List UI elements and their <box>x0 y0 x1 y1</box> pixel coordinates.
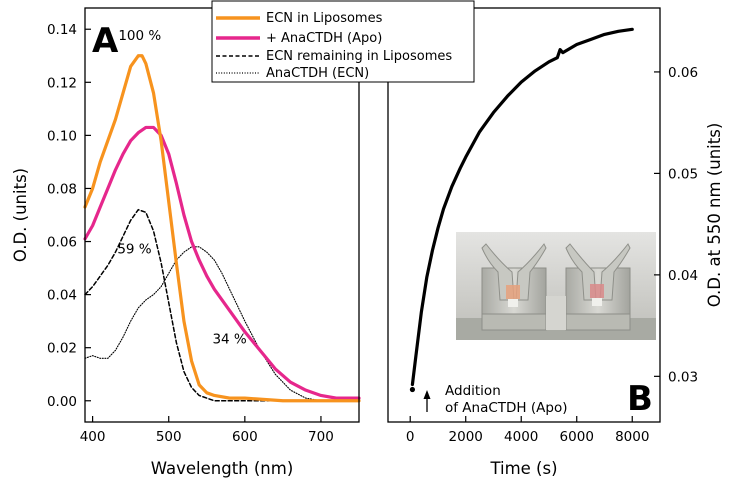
panel-a-x-tick-label: 600 <box>232 429 258 445</box>
panel-a-y-tick-label: 0.06 <box>47 235 77 251</box>
panel-a-y-axis-title: O.D. (units) <box>11 168 30 262</box>
panel-b-x-ticks: 0 2000 4000 6000 8000 <box>406 416 649 445</box>
panel-a-y-tick-label: 0.04 <box>47 288 77 304</box>
panel-b-y-ticks: 0.03 0.04 0.05 0.06 <box>654 65 698 385</box>
panel-a-y-tick-label: 0.08 <box>47 181 77 197</box>
panel-b-y-tick-label: 0.06 <box>668 65 698 81</box>
legend-label-ecn-liposomes: ECN in Liposomes <box>266 11 383 26</box>
panel-a-plot-area <box>83 54 361 403</box>
panel-b-x-tick-label: 2000 <box>449 429 483 445</box>
legend-label-anactdh-ecn: AnaCTDH (ECN) <box>266 66 369 81</box>
panel-a-letter: A <box>92 21 119 61</box>
panel-b-y-tick-label: 0.03 <box>668 369 698 385</box>
legend-box <box>211 0 475 83</box>
panel-a-x-tick-label: 400 <box>80 429 106 445</box>
panel-b-y-tick-label: 0.04 <box>668 268 698 284</box>
inset-photo-gap <box>546 296 566 330</box>
panel-a-y-tick-label: 0.02 <box>47 341 77 357</box>
panel-a-annotation-0: 100 % <box>118 28 161 44</box>
panel-a-series-line-0 <box>83 54 361 403</box>
cuvette-photo-inset <box>456 232 656 340</box>
panel-a-x-axis-title: Wavelength (nm) <box>151 459 294 478</box>
addition-arrow-head <box>423 390 431 399</box>
panel-a-series-line-1 <box>83 125 361 400</box>
panel-a-y-tick-label: 0.10 <box>47 128 77 144</box>
legend: ECN in Liposomes + AnaCTDH (Apo) ECN rem… <box>211 0 475 83</box>
legend-label-anactdh-apo: + AnaCTDH (Apo) <box>266 31 382 46</box>
cuvette-right <box>565 243 631 331</box>
legend-label-ecn-remaining: ECN remaining in Liposomes <box>266 49 452 64</box>
panel-a-x-tick-label: 700 <box>308 429 334 445</box>
panel-b-start-point <box>409 386 416 393</box>
panel-b-x-tick-label: 4000 <box>504 429 538 445</box>
panel-b: 0 2000 4000 6000 8000 0.03 0.04 0.05 0.06 B Tim… <box>387 7 724 478</box>
panel-a-x-ticks: 400 500 600 700 <box>80 416 334 445</box>
panel-a-annotations: 100 % 59 % 34 % <box>117 28 247 348</box>
panel-b-frame <box>387 7 661 423</box>
panel-a-annotation-2: 34 % <box>212 332 246 348</box>
panel-b-y-tick-label: 0.05 <box>668 166 698 182</box>
panel-b-x-tick-label: 8000 <box>615 429 649 445</box>
panel-b-x-tick-label: 6000 <box>560 429 594 445</box>
panel-b-series-line <box>410 27 634 387</box>
panel-a-x-tick-label: 500 <box>156 429 182 445</box>
addition-annotation-line1: Addition <box>445 383 501 399</box>
panel-a-y-tick-label: 0.14 <box>47 22 77 38</box>
panel-b-x-tick-label: 0 <box>406 429 415 445</box>
panel-b-letter: B <box>627 379 653 419</box>
cuvette-left <box>481 243 547 331</box>
panel-b-x-axis-title: Time (s) <box>489 459 557 478</box>
panel-a-annotation-1: 59 % <box>117 241 151 257</box>
addition-annotation: Addition of AnaCTDH (Apo) <box>423 383 567 416</box>
panel-a-y-tick-label: 0.00 <box>47 394 77 410</box>
addition-annotation-line2: of AnaCTDH (Apo) <box>445 400 567 416</box>
panel-a-series-line-3 <box>84 246 360 402</box>
panel-b-plot-area <box>409 27 634 393</box>
panel-b-y-axis-title: O.D. at 550 nm (units) <box>705 123 724 308</box>
panel-a-y-ticks: 0.00 0.02 0.04 0.06 0.08 0.10 0.12 0.14 <box>47 22 91 410</box>
panel-a: 400 500 600 700 0.00 0.02 0.04 0.06 0.08 0.10 0.1… <box>11 7 361 478</box>
panel-a-series-line-2 <box>84 208 360 402</box>
panel-a-y-tick-label: 0.12 <box>47 75 77 91</box>
